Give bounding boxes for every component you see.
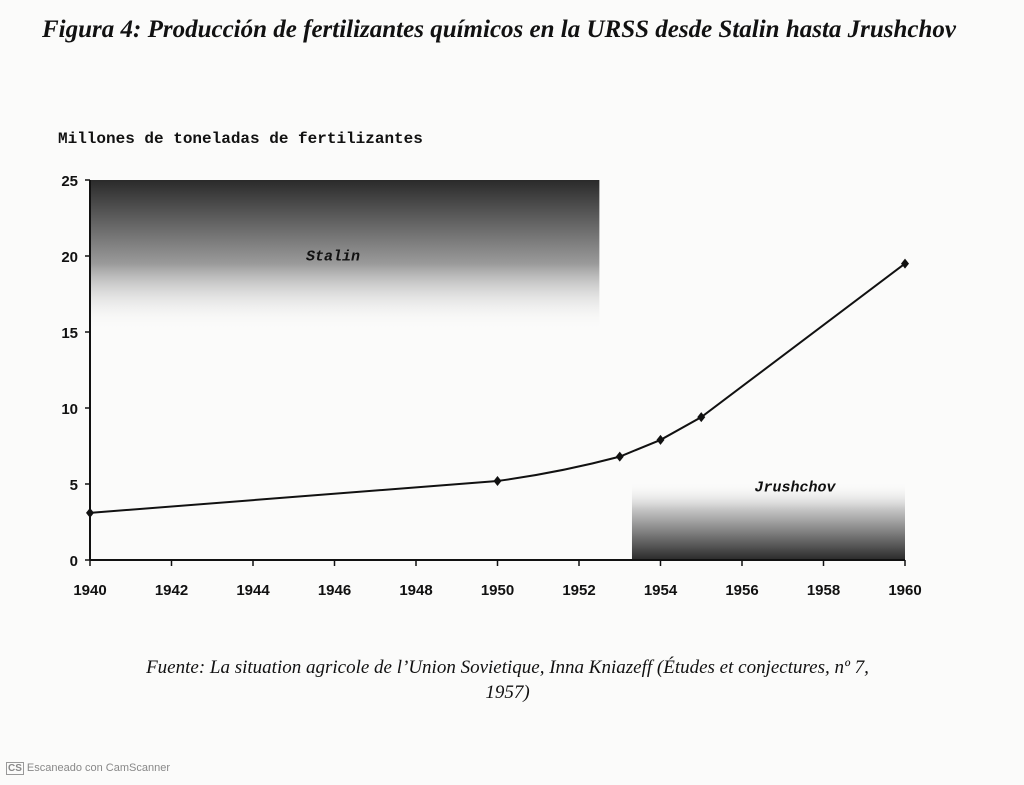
jrushchov-label: Jrushchov — [754, 480, 836, 497]
stalin-period-shade — [90, 180, 600, 332]
x-tick-label: 1952 — [562, 582, 595, 599]
camscanner-logo: CS — [6, 762, 24, 775]
x-tick-label: 1940 — [73, 582, 106, 599]
data-point — [493, 475, 502, 486]
watermark-text: Escaneado con CamScanner — [26, 762, 170, 774]
stalin-label: Stalin — [306, 249, 360, 266]
y-axis-label: Millones de toneladas de fertilizantes — [58, 130, 423, 148]
data-point — [615, 451, 624, 462]
y-tick-label: 25 — [61, 173, 78, 190]
x-tick-label: 1944 — [236, 582, 270, 599]
y-tick-label: 15 — [61, 325, 78, 342]
y-tick-label: 0 — [70, 553, 78, 570]
x-tick-label: 1960 — [888, 582, 921, 599]
data-point — [901, 258, 909, 269]
y-tick-label: 20 — [61, 249, 78, 266]
figure-title: Figura 4: Producción de fertilizantes qu… — [42, 16, 957, 43]
x-tick-label: 1954 — [644, 582, 678, 599]
camscanner-watermark: CS Escaneado con CamScanner — [6, 762, 170, 775]
data-point — [656, 434, 665, 445]
source-line-2: 1957) — [485, 682, 530, 703]
y-tick-label: 10 — [61, 401, 78, 418]
jrushchov-period-shade — [631, 480, 905, 560]
x-tick-label: 1948 — [399, 582, 432, 599]
x-tick-label: 1946 — [318, 582, 351, 599]
x-tick-label: 1958 — [807, 582, 840, 599]
data-point — [697, 412, 706, 423]
x-tick-label: 1942 — [155, 582, 188, 599]
data-point — [86, 507, 94, 518]
y-tick-label: 5 — [70, 477, 78, 494]
figure-source: Fuente: La situation agricole de l’Union… — [40, 655, 975, 705]
source-line-1: Fuente: La situation agricole de l’Union… — [146, 657, 869, 678]
x-tick-label: 1956 — [725, 582, 758, 599]
x-tick-label: 1950 — [481, 582, 514, 599]
